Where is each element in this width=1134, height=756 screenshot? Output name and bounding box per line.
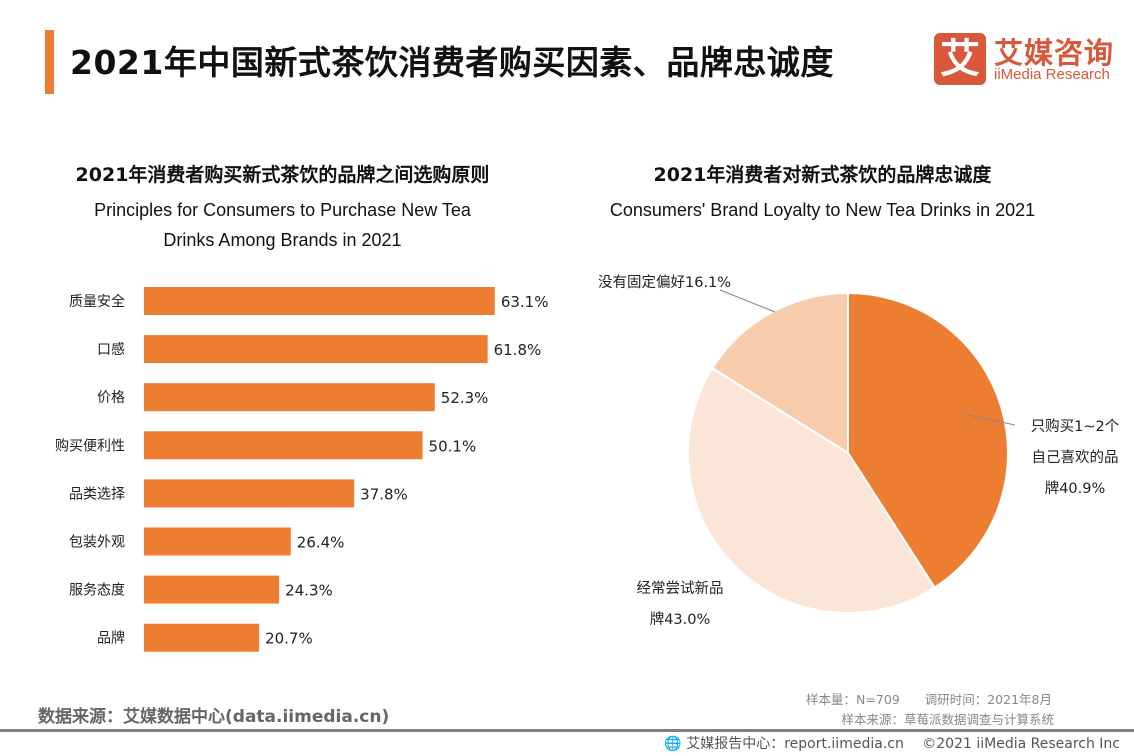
value-label: 52.3% bbox=[441, 389, 489, 407]
pie-chart-title-block: 2021年消费者对新式茶饮的品牌忠诚度 Consumers' Brand Loy… bbox=[570, 160, 1075, 225]
value-label: 63.1% bbox=[501, 293, 549, 311]
category-label: 品牌 bbox=[97, 630, 125, 647]
iimedia-logo-icon: 艾 bbox=[934, 33, 986, 85]
sample-info: 样本量：N=709 调研时间：2021年8月 bbox=[806, 692, 1052, 707]
bar bbox=[144, 431, 423, 460]
category-label: 质量安全 bbox=[69, 293, 125, 310]
category-label: 价格 bbox=[97, 390, 125, 406]
footer-report: 🌐 艾媒报告中心：report.iimedia.cn ©2021 iiMedia… bbox=[664, 733, 1120, 753]
bar-chart-title: 2021年消费者购买新式茶饮的品牌之间选购原则 bbox=[75, 164, 490, 186]
slice-label: 牌40.9% bbox=[1045, 480, 1106, 497]
footer-report-text: 艾媒报告中心：report.iimedia.cn ©2021 iiMedia R… bbox=[686, 736, 1120, 752]
data-source: 数据来源：艾媒数据中心(data.iimedia.cn) bbox=[38, 707, 390, 727]
value-label: 20.7% bbox=[265, 630, 313, 648]
value-label: 61.8% bbox=[494, 341, 542, 359]
bar bbox=[144, 575, 280, 604]
slice-label: 牌43.0% bbox=[650, 611, 711, 628]
pie-slice bbox=[687, 366, 936, 614]
value-label: 24.3% bbox=[285, 582, 333, 600]
leader-line bbox=[967, 414, 1016, 426]
bar bbox=[144, 527, 291, 556]
slice-label: 经常尝试新品 bbox=[637, 580, 724, 597]
footer-divider bbox=[0, 729, 1134, 732]
pie-slice bbox=[710, 291, 849, 455]
bar-chart: 质量安全 63.1% 口感 61.8% 价格 52.3% 购买便利性 50.1% 品类选择 37.… bbox=[55, 287, 549, 652]
logo-text-en: iiMedia Research bbox=[994, 66, 1110, 83]
bar bbox=[144, 479, 355, 508]
value-label: 37.8% bbox=[360, 485, 408, 503]
bar bbox=[144, 383, 435, 412]
bar bbox=[144, 335, 488, 364]
sample-source: 样本来源：草莓派数据调查与计算系统 bbox=[841, 712, 1054, 727]
bar bbox=[144, 623, 260, 652]
pie-chart-subtitle: Consumers' Brand Loyalty to New Tea Drin… bbox=[609, 200, 1036, 220]
category-label: 品类选择 bbox=[69, 486, 125, 502]
bar bbox=[144, 287, 495, 315]
bar-chart-title-block: 2021年消费者购买新式茶饮的品牌之间选购原则 Principles for C… bbox=[20, 160, 545, 255]
pie-chart-title: 2021年消费者对新式茶饮的品牌忠诚度 bbox=[653, 164, 992, 186]
title-accent-bar bbox=[45, 30, 54, 94]
slice-label: 自己喜欢的品 bbox=[1032, 449, 1119, 466]
leader-line bbox=[719, 289, 776, 313]
category-label: 包装外观 bbox=[69, 535, 125, 551]
globe-icon: 🌐 bbox=[664, 736, 682, 752]
slice-label: 没有固定偏好16.1% bbox=[598, 274, 731, 291]
value-label: 26.4% bbox=[297, 534, 345, 552]
slice-label: 只购买1~2个 bbox=[1031, 418, 1120, 435]
page-title: 2021年中国新式茶饮消费者购买因素、品牌忠诚度 bbox=[70, 43, 834, 82]
category-label: 购买便利性 bbox=[55, 438, 125, 454]
bar-chart-subtitle: Principles for Consumers to Purchase New… bbox=[94, 200, 471, 250]
category-label: 服务态度 bbox=[69, 583, 125, 599]
logo-text-cn: 艾媒咨询 bbox=[994, 36, 1115, 70]
value-label: 50.1% bbox=[429, 437, 477, 455]
category-label: 口感 bbox=[97, 341, 125, 358]
